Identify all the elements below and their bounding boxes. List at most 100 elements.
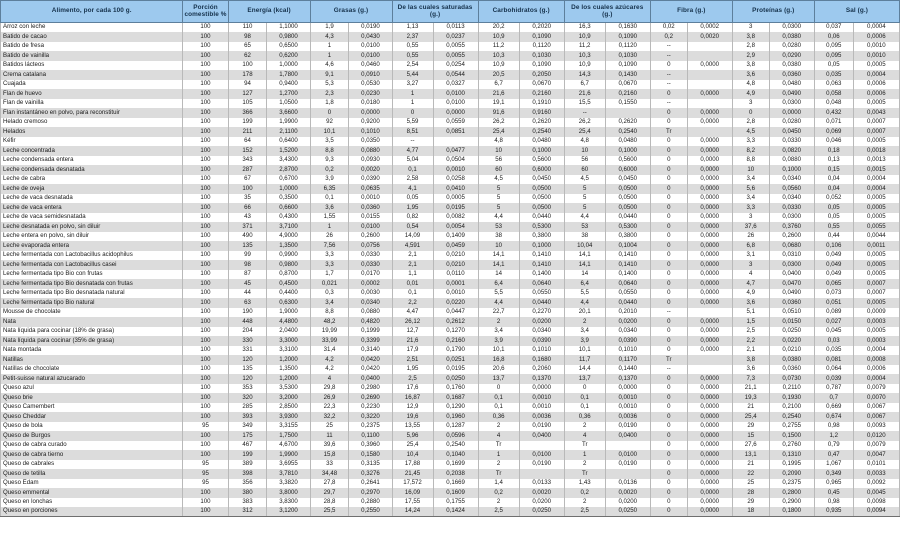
- cell-value: 0,0880: [348, 146, 393, 156]
- cell-value: 6,7: [563, 79, 606, 89]
- cell-value: 0,0851: [432, 127, 479, 137]
- cell-value: 100: [227, 184, 268, 194]
- cell-value: 0,1790: [432, 345, 479, 355]
- cell-value: 10,9: [563, 32, 606, 42]
- cell-value: 99: [227, 250, 268, 260]
- cell-value: 389: [227, 459, 268, 469]
- cell-value: 95: [182, 469, 229, 479]
- cell-value: 110: [227, 22, 268, 32]
- cell-value: 6,35: [309, 184, 350, 194]
- cell-food-name: Leche de vaca semidesnatada: [0, 212, 184, 222]
- cell-value: 4,5: [563, 174, 606, 184]
- cell-value: 12,7: [391, 326, 434, 336]
- cell-value: 0,6600: [266, 203, 311, 213]
- cell-value: 0,2038: [432, 469, 479, 479]
- cell-value: 53: [563, 222, 606, 232]
- cell-value: 0,0000: [518, 383, 565, 393]
- table-row: Leche fermentada tipo Bio desnatada con …: [0, 279, 900, 289]
- cell-value: 0,0460: [348, 60, 393, 70]
- cell-value: 0,1170: [604, 355, 651, 365]
- cell-value: 0,2600: [348, 231, 393, 241]
- cell-value: 0: [649, 155, 688, 165]
- cell-value: 0,0635: [348, 184, 393, 194]
- cell-value: 0,0036: [604, 412, 651, 422]
- table-row: Flan de huevo 100 127 1,2700 2,3 0,0230 1 0,010…: [0, 89, 900, 99]
- cell-value: 0,0000: [686, 326, 733, 336]
- cell-value: 1,3500: [266, 241, 311, 251]
- cell-value: 0,0640: [604, 279, 651, 289]
- cell-value: 3,6600: [266, 108, 311, 118]
- cell-value: 9,3: [309, 155, 350, 165]
- cell-value: 3: [731, 22, 770, 32]
- cell-value: 2,1: [731, 345, 770, 355]
- table-row: Queso brie 100 320 3,2000 26,9 0,2690 16,87 0,1…: [0, 393, 900, 403]
- cell-value: 0,3135: [348, 459, 393, 469]
- cell-value: 4: [309, 374, 350, 384]
- cell-value: 1,2: [813, 431, 854, 441]
- cell-value: 0,2620: [518, 117, 565, 127]
- cell-value: 6,4: [563, 279, 606, 289]
- cell-value: 0,0530: [348, 79, 393, 89]
- cell-value: 0,0000: [604, 383, 651, 393]
- cell-value: 0,1090: [604, 32, 651, 42]
- cell-value: 4: [731, 269, 770, 279]
- cell-value: 152: [227, 146, 268, 156]
- cell-value: 0,089: [813, 307, 854, 317]
- cell-value: 1,0000: [266, 60, 311, 70]
- cell-value: 0,2010: [604, 307, 651, 317]
- cell-value: 0,2: [309, 165, 350, 175]
- cell-value: 3: [731, 98, 770, 108]
- cell-value: 2,58: [391, 174, 434, 184]
- cell-value: 1,4: [477, 478, 520, 488]
- cell-value: 199: [227, 117, 268, 127]
- cell-value: 0,0047: [852, 450, 900, 460]
- cell-value: 0,0490: [768, 89, 815, 99]
- cell-value: 2,5: [731, 326, 770, 336]
- cell-value: Tr: [563, 440, 606, 450]
- cell-value: 0,0000: [686, 383, 733, 393]
- cell-value: 4,77: [391, 146, 434, 156]
- cell-value: 0,0880: [348, 307, 393, 317]
- cell-value: 0,5300: [604, 222, 651, 232]
- cell-value: 100: [182, 184, 229, 194]
- cell-value: 100: [182, 412, 229, 422]
- cell-value: 1,2700: [266, 89, 311, 99]
- cell-value: 3,6: [731, 364, 770, 374]
- cell-value: 0,2690: [348, 393, 393, 403]
- cell-value: 0,1: [477, 402, 520, 412]
- cell-value: 17,9: [391, 345, 434, 355]
- cell-value: 0,9900: [266, 250, 311, 260]
- cell-food-name: Queso Edam: [0, 478, 184, 488]
- cell-value: --: [649, 307, 688, 317]
- header-carbohidratos: Carbohidratos (g.): [477, 0, 565, 23]
- cell-value: 0,0036: [518, 412, 565, 422]
- cell-value: 0,106: [813, 241, 854, 251]
- cell-value: 2: [477, 459, 520, 469]
- cell-value: 2,2: [731, 336, 770, 346]
- cell-value: 0,0043: [852, 108, 900, 118]
- cell-value: 0,2: [563, 488, 606, 498]
- cell-value: 0,052: [813, 193, 854, 203]
- cell-food-name: Queso Cheddar: [0, 412, 184, 422]
- cell-value: 0,0680: [768, 241, 815, 251]
- cell-value: 0,0220: [768, 336, 815, 346]
- cell-value: 100: [182, 146, 229, 156]
- table-row: Natillas de chocolate 100 135 1,3500 4,2 0,04…: [0, 364, 900, 374]
- cell-value: 287: [227, 165, 268, 175]
- cell-value: 0,1609: [432, 488, 479, 498]
- cell-value: 4,47: [391, 307, 434, 317]
- cell-value: 0,2100: [768, 402, 815, 412]
- cell-value: 8,8: [731, 155, 770, 165]
- cell-value: 0,0327: [432, 79, 479, 89]
- cell-value: 0: [649, 146, 688, 156]
- cell-value: 5,1: [731, 307, 770, 317]
- cell-value: 190: [227, 307, 268, 317]
- cell-value: 16,87: [391, 393, 434, 403]
- cell-value: 0,05: [813, 212, 854, 222]
- cell-value: 0,0400: [518, 431, 565, 441]
- cell-value: 0,1090: [604, 60, 651, 70]
- cell-value: 0,04: [813, 174, 854, 184]
- cell-value: 0,0380: [768, 60, 815, 70]
- cell-value: 25: [309, 421, 350, 431]
- cell-value: 0,0094: [852, 507, 900, 517]
